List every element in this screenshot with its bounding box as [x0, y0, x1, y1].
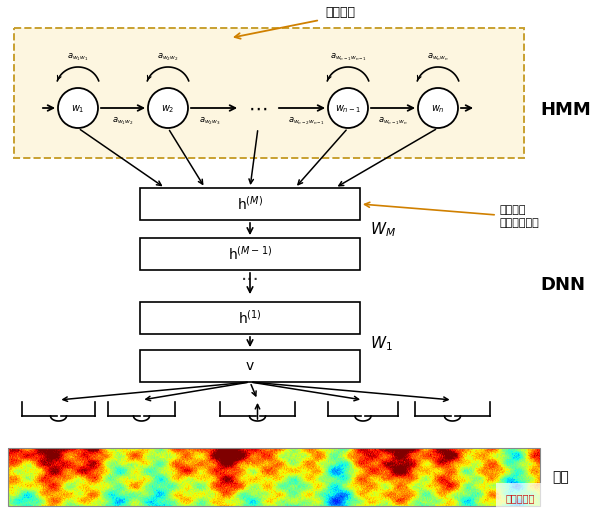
Text: ...: ... [241, 266, 260, 284]
Circle shape [148, 88, 188, 128]
Text: $a_{w_1w_2}$: $a_{w_1w_2}$ [112, 115, 134, 127]
Text: $a_{w_{n-2}w_{n-1}}$: $a_{w_{n-2}w_{n-1}}$ [287, 115, 324, 127]
Text: h$^{(1)}$: h$^{(1)}$ [238, 309, 262, 327]
Text: $a_{w_1w_1}$: $a_{w_1w_1}$ [67, 51, 89, 63]
Text: 转移概率: 转移概率 [325, 6, 355, 19]
FancyBboxPatch shape [140, 350, 360, 382]
Text: $a_{w_2w_3}$: $a_{w_2w_3}$ [199, 115, 221, 127]
Text: $w_n$: $w_n$ [431, 103, 445, 115]
Circle shape [418, 88, 458, 128]
Text: $\cdots$: $\cdots$ [248, 98, 268, 118]
Circle shape [58, 88, 98, 128]
Text: h$^{(M-1)}$: h$^{(M-1)}$ [228, 245, 272, 263]
Text: h$^{(M)}$: h$^{(M)}$ [237, 195, 263, 213]
Text: $w_1$: $w_1$ [71, 103, 85, 115]
Text: v: v [246, 359, 254, 373]
FancyBboxPatch shape [140, 188, 360, 220]
Text: $a_{w_{n-1}w_{n-1}}$: $a_{w_{n-1}w_{n-1}}$ [330, 51, 366, 63]
Text: 观测概率: 观测概率 [500, 205, 526, 215]
Text: $a_{w_2w_2}$: $a_{w_2w_2}$ [157, 51, 179, 63]
FancyBboxPatch shape [140, 238, 360, 270]
Circle shape [328, 88, 368, 128]
Text: HMM: HMM [540, 101, 591, 119]
FancyBboxPatch shape [140, 302, 360, 334]
Text: 语音: 语音 [552, 470, 568, 484]
Text: DNN: DNN [540, 276, 585, 294]
Text: $a_{w_nw_n}$: $a_{w_nw_n}$ [427, 51, 449, 63]
Text: 海量手游网: 海量手游网 [505, 493, 535, 503]
FancyBboxPatch shape [14, 28, 524, 158]
Text: $w_2$: $w_2$ [161, 103, 175, 115]
Text: $w_{n-1}$: $w_{n-1}$ [335, 103, 361, 115]
Text: W$_{M}$: W$_{M}$ [370, 221, 396, 239]
Text: $a_{w_{n-1}w_n}$: $a_{w_{n-1}w_n}$ [378, 115, 407, 127]
Text: W$_{1}$: W$_{1}$ [370, 335, 393, 353]
Text: （发射概率）: （发射概率） [500, 218, 540, 228]
